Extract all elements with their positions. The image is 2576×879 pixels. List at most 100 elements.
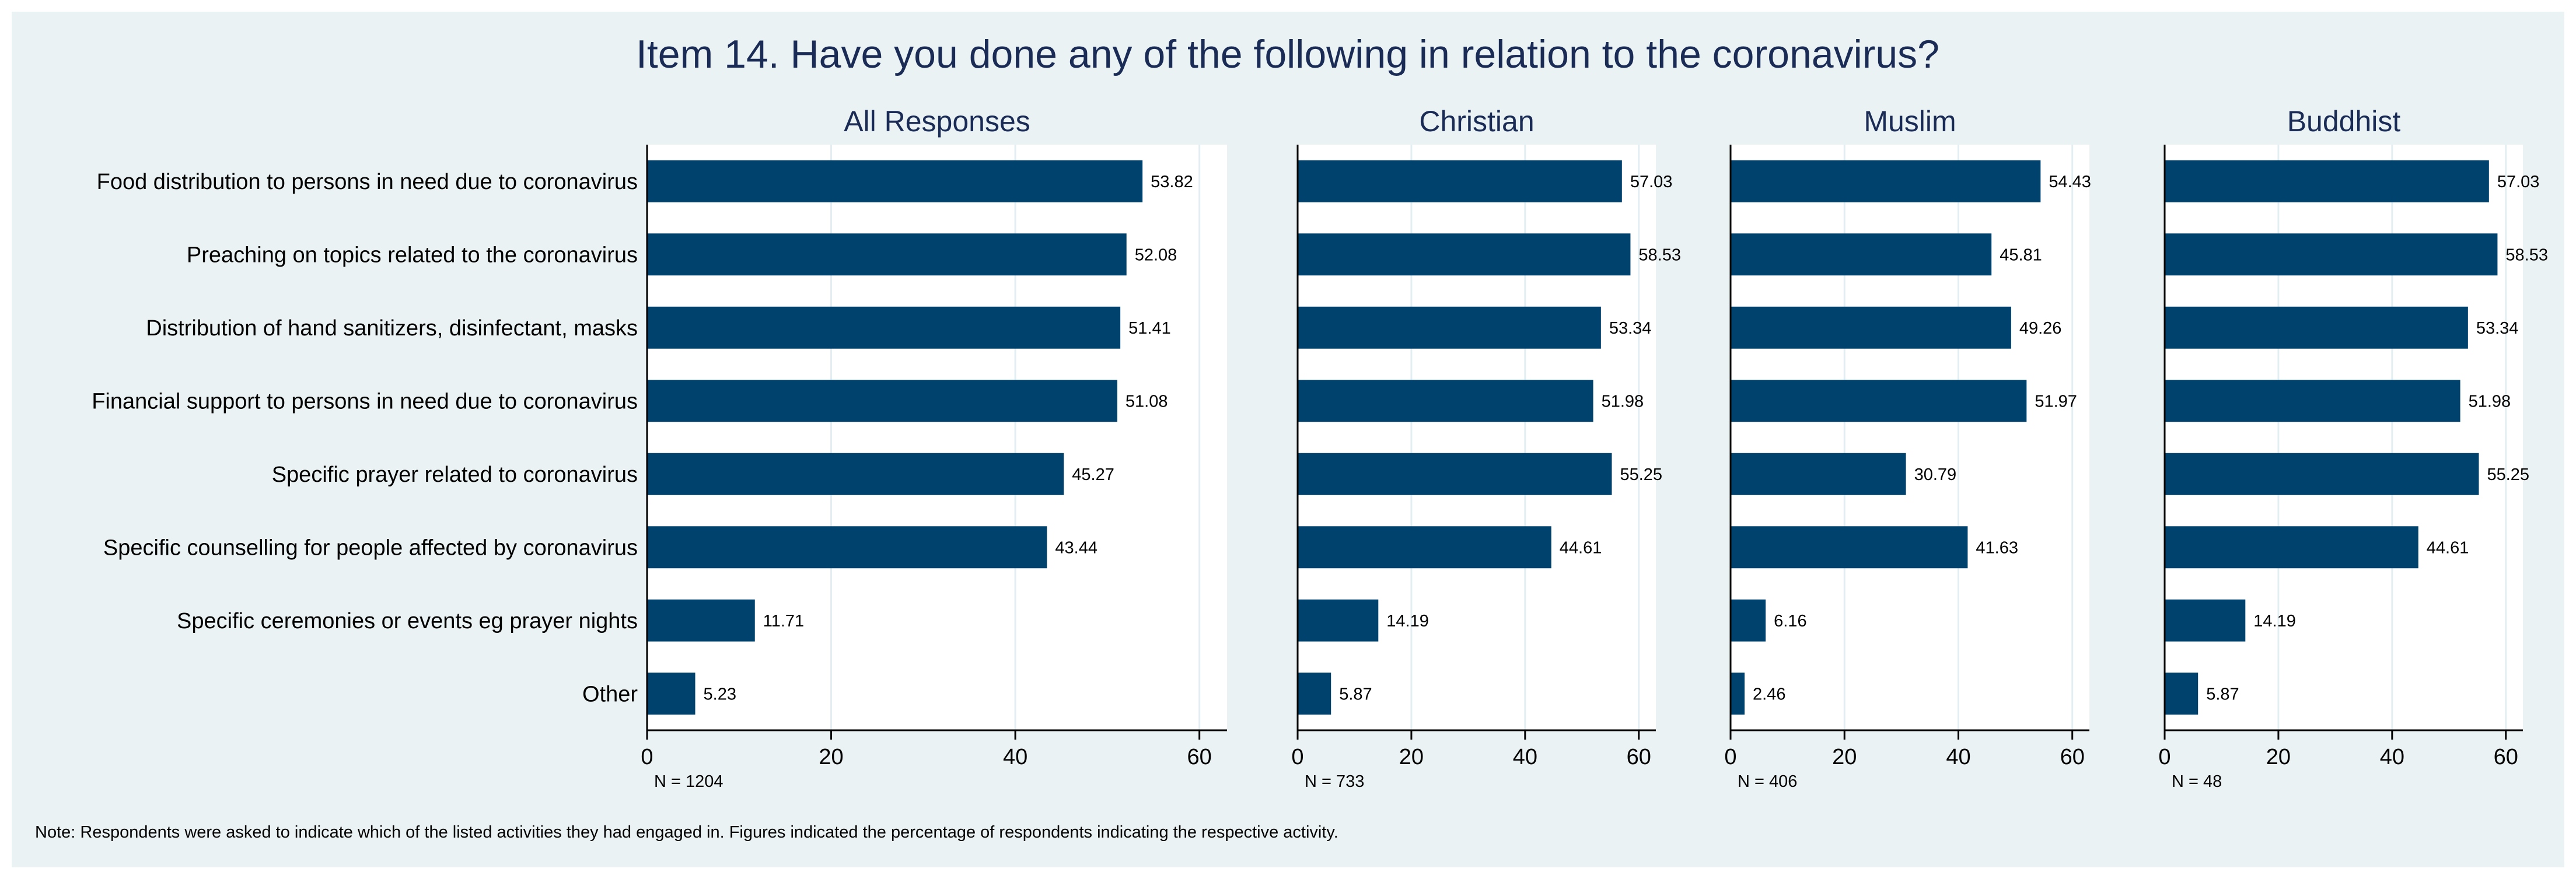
category-label: Specific counselling for people affected… (103, 535, 638, 560)
category-label: Distribution of hand sanitizers, disinfe… (146, 316, 638, 341)
panel-background (1298, 145, 1656, 730)
bar (1298, 380, 1593, 422)
panel-all-responses: All Responses 53.82 52.08 51.41 51.08 45.27 43… (641, 105, 1227, 791)
bar (1298, 673, 1331, 715)
bar (647, 380, 1117, 422)
chart: Item 14. Have you done any of the follow… (35, 32, 2548, 842)
bar-value-label: 53.34 (2476, 319, 2519, 338)
category-label: Other (582, 682, 638, 706)
bar-value-label: 51.98 (1602, 392, 1644, 411)
bar (1731, 160, 2041, 202)
panel-title: Buddhist (2287, 105, 2401, 138)
bar-value-label: 58.53 (2505, 246, 2548, 264)
bar (1298, 453, 1612, 495)
bar (1731, 526, 1968, 569)
bar (647, 160, 1143, 202)
x-tick-label: 0 (2158, 745, 2170, 769)
bar-value-label: 51.97 (2035, 392, 2077, 411)
bar-value-label: 43.44 (1055, 538, 1097, 557)
bar-value-label: 6.16 (1774, 612, 1806, 631)
bar (647, 673, 695, 715)
bar-value-label: 53.34 (1609, 319, 1652, 338)
bar-value-label: 51.98 (2469, 392, 2511, 411)
bar (2165, 599, 2246, 642)
panel-title: Christian (1419, 105, 1534, 138)
sample-size-label: N = 733 (1305, 772, 1364, 791)
panel-muslim: Muslim 54.43 45.81 49.26 51.97 30.79 41.63 6.16… (1724, 105, 2091, 791)
bar (2165, 673, 2198, 715)
bar (1298, 306, 1601, 349)
sample-size-label: N = 1204 (654, 772, 723, 791)
panel-background (647, 145, 1227, 730)
bar-value-label: 5.87 (1339, 685, 1372, 703)
chart-title: Item 14. Have you done any of the follow… (636, 32, 1939, 76)
x-tick-label: 0 (641, 745, 653, 769)
panel-title: Muslim (1864, 105, 1956, 138)
x-tick-label: 60 (2494, 745, 2518, 769)
bar-value-label: 49.26 (2019, 319, 2062, 338)
bar (2165, 526, 2418, 569)
bar-value-label: 55.25 (1620, 465, 1662, 484)
bar-value-label: 55.25 (2487, 465, 2529, 484)
bar (647, 306, 1121, 349)
bar (1298, 526, 1551, 569)
bar (1731, 306, 2011, 349)
bar-value-label: 30.79 (1914, 465, 1957, 484)
panel-christian: Christian 57.03 58.53 53.34 51.98 55.25 44.61 1… (1291, 105, 1681, 791)
panel-background (1731, 145, 2089, 730)
bar (2165, 453, 2479, 495)
bar (1731, 380, 2027, 422)
x-tick-label: 20 (2266, 745, 2291, 769)
bar (2165, 306, 2468, 349)
bar (1731, 233, 1992, 276)
chart-frame: Item 14. Have you done any of the follow… (12, 12, 2564, 867)
x-tick-label: 20 (1832, 745, 1857, 769)
bar-value-label: 45.81 (2000, 246, 2042, 264)
x-tick-label: 60 (1187, 745, 1212, 769)
category-label: Financial support to persons in need due… (92, 389, 638, 414)
bar-value-label: 51.08 (1126, 392, 1168, 411)
bar-value-label: 53.82 (1151, 173, 1193, 191)
bar (2165, 233, 2498, 276)
bar-value-label: 57.03 (1630, 173, 1673, 191)
x-tick-label: 60 (2060, 745, 2085, 769)
bar-value-label: 41.63 (1976, 538, 2018, 557)
x-tick-label: 20 (819, 745, 843, 769)
bar-value-label: 11.71 (763, 612, 804, 631)
bar (647, 453, 1064, 495)
bar (1298, 599, 1379, 642)
bar-value-label: 57.03 (2497, 173, 2540, 191)
bar-value-label: 14.19 (1386, 612, 1429, 631)
bar-value-label: 5.87 (2206, 685, 2239, 703)
bar (1731, 453, 1906, 495)
x-tick-label: 20 (1399, 745, 1424, 769)
bar (2165, 160, 2489, 202)
x-tick-label: 40 (1003, 745, 1027, 769)
x-tick-label: 40 (1946, 745, 1970, 769)
bar (1731, 673, 1745, 715)
sample-size-label: N = 48 (2172, 772, 2222, 791)
bar (647, 526, 1047, 569)
category-label: Food distribution to persons in need due… (97, 170, 638, 194)
bar-value-label: 51.41 (1128, 319, 1171, 338)
bar-value-label: 14.19 (2253, 612, 2296, 631)
chart-note: Note: Respondents were asked to indicate… (35, 823, 1338, 842)
category-label: Specific prayer related to coronavirus (272, 463, 638, 487)
category-label: Preaching on topics related to the coron… (187, 243, 638, 267)
bar (1731, 599, 1766, 642)
x-tick-label: 0 (1291, 745, 1303, 769)
bar (1298, 233, 1631, 276)
bar (1298, 160, 1622, 202)
bar-value-label: 45.27 (1072, 465, 1114, 484)
x-tick-label: 60 (1627, 745, 1651, 769)
bar-value-label: 58.53 (1638, 246, 1681, 264)
x-tick-label: 40 (1513, 745, 1537, 769)
bar-value-label: 52.08 (1135, 246, 1177, 264)
category-label: Specific ceremonies or events eg prayer … (177, 609, 638, 633)
bar (647, 599, 755, 642)
x-tick-label: 40 (2380, 745, 2404, 769)
sample-size-label: N = 406 (1738, 772, 1797, 791)
x-tick-label: 0 (1724, 745, 1736, 769)
bar-value-label: 5.23 (704, 685, 736, 703)
bar-value-label: 54.43 (2049, 173, 2091, 191)
